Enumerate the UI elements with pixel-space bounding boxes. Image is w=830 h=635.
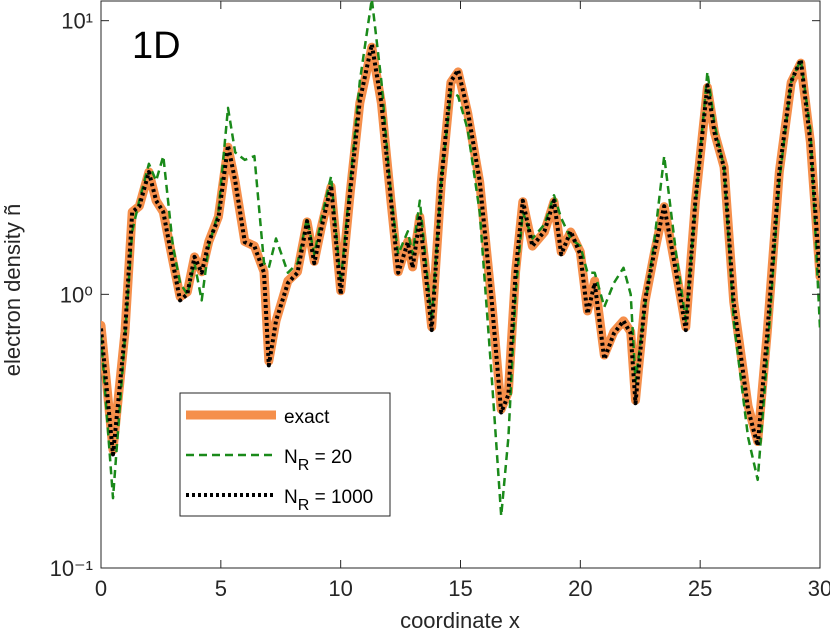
legend: exact NR = 20 NR = 1000: [179, 392, 391, 517]
y-tick-label: 10¹: [61, 9, 93, 34]
x-tick-label: 20: [568, 576, 592, 601]
y-axis-label: electron density ñ: [0, 204, 25, 376]
x-tick-label: 10: [328, 576, 352, 601]
x-tick-label: 25: [688, 576, 712, 601]
x-tick-label: 5: [215, 576, 227, 601]
x-tick-label: 15: [448, 576, 472, 601]
legend-label: NR = 20: [284, 447, 352, 474]
legend-label: NR = 1000: [284, 487, 373, 514]
plot-lines: [101, 1, 820, 518]
annotation: 1D: [132, 25, 181, 67]
y-tick-label: 10⁻¹: [50, 556, 93, 581]
legend-label: exact: [284, 407, 330, 428]
x-tick-label: 0: [95, 576, 107, 601]
x-axis-label: coordinate x: [400, 608, 520, 633]
x-tick-label: 30: [808, 576, 830, 601]
series-line: [101, 42, 820, 457]
y-tick-label: 10⁰: [60, 282, 93, 307]
